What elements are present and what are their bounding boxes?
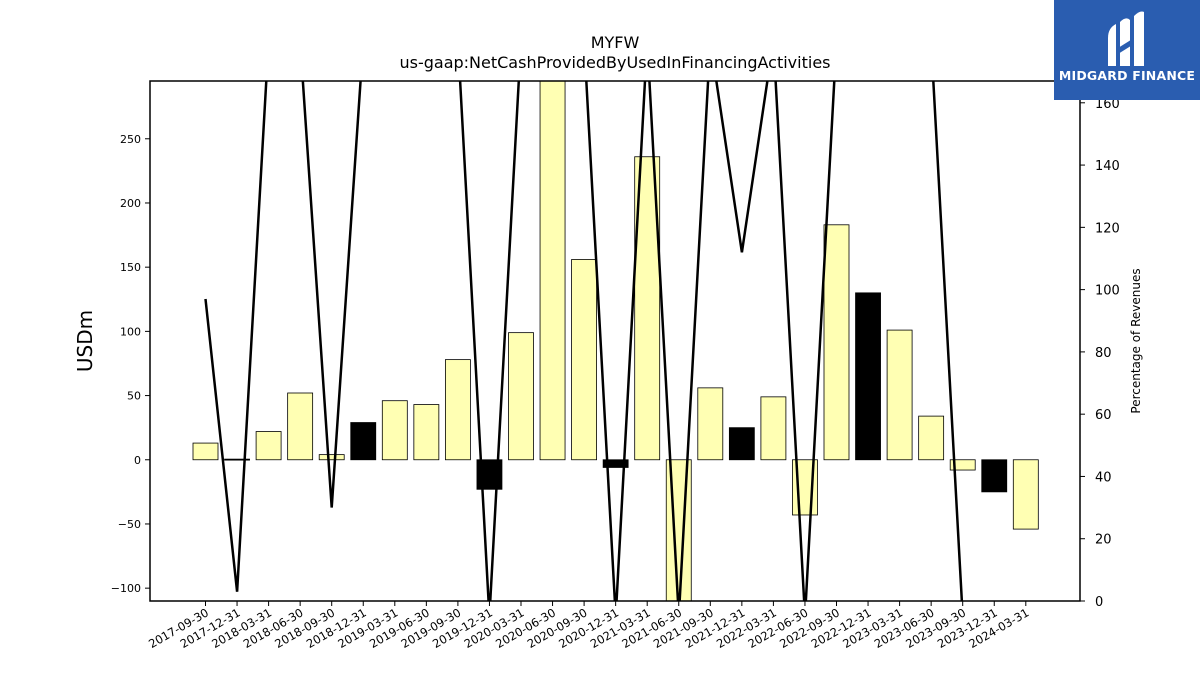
chart-title: MYFW [591, 33, 640, 52]
bar [508, 332, 534, 461]
y-tick-label: 0 [134, 454, 141, 467]
bar [602, 459, 629, 468]
bar [1012, 459, 1039, 530]
bar [697, 387, 724, 461]
y-tick-label: −100 [111, 582, 141, 595]
bar [350, 422, 377, 461]
midgard-m-icon [1108, 11, 1144, 66]
bar [665, 459, 692, 602]
bar [539, 80, 566, 461]
y-tick-label: −50 [118, 518, 141, 531]
bar [413, 404, 440, 461]
bar [381, 400, 408, 461]
y2-tick-label: 100 [1095, 284, 1120, 299]
y-axis-label: USDm [73, 310, 97, 372]
y2-tick-label: 120 [1095, 221, 1120, 236]
bar [760, 396, 787, 461]
bar [823, 224, 850, 461]
y2-tick-label: 80 [1095, 346, 1112, 361]
chart-subtitle: us-gaap:NetCashProvidedByUsedInFinancing… [399, 53, 830, 72]
bar [192, 442, 219, 461]
y-tick-label: 150 [120, 261, 141, 274]
bar [855, 292, 881, 461]
y2-tick-label: 40 [1095, 470, 1112, 485]
y-tick-label: 200 [120, 197, 141, 210]
y-tick-label: 100 [120, 325, 141, 338]
bar [949, 459, 976, 471]
bar [571, 259, 597, 461]
bar [287, 392, 314, 461]
y2-axis-label: Percentage of Revenues [1129, 268, 1143, 413]
brand-logo: MIDGARD FINANCE [1054, 0, 1200, 100]
y-tick-label: 50 [127, 390, 141, 403]
y-tick-label: 250 [120, 133, 141, 146]
bar [318, 454, 345, 461]
bar [728, 427, 755, 461]
bar [886, 329, 913, 461]
y2-tick-label: 140 [1095, 159, 1120, 174]
y2-tick-label: 60 [1095, 408, 1112, 423]
bar [981, 459, 1008, 493]
bar [918, 415, 945, 461]
brand-name: MIDGARD FINANCE [1058, 68, 1196, 83]
bar [444, 359, 471, 461]
plot-frame [149, 80, 1081, 602]
y2-tick-label: 0 [1095, 595, 1103, 610]
bar [255, 431, 282, 461]
bar [224, 458, 250, 461]
series-line [204, 81, 964, 601]
y2-tick-label: 20 [1095, 533, 1112, 548]
y2-tick-label: 160 [1095, 97, 1120, 112]
